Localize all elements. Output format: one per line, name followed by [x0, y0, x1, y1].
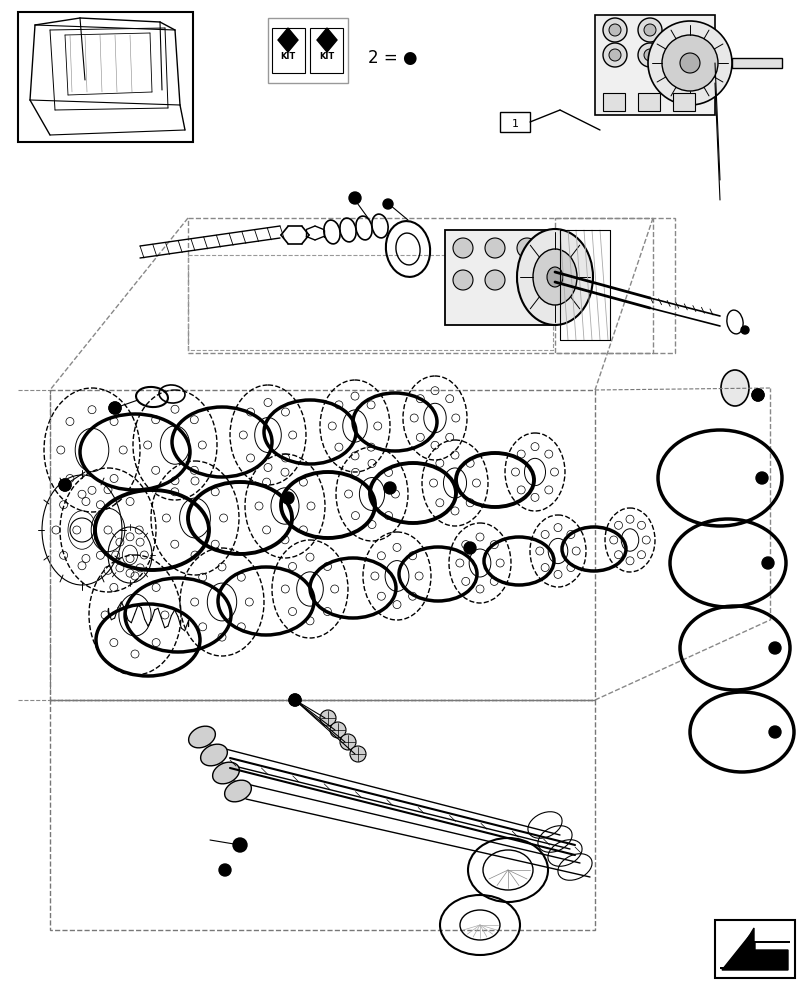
Bar	[18, 12, 193, 142]
Polygon shape	[316, 28, 337, 52]
Circle shape	[740, 326, 748, 334]
Circle shape	[637, 43, 661, 67]
Circle shape	[484, 238, 504, 258]
Bar	[272, 28, 305, 73]
Circle shape	[453, 238, 473, 258]
Bar	[731, 58, 781, 68]
Circle shape	[349, 192, 361, 204]
Ellipse shape	[547, 267, 562, 287]
Circle shape	[603, 18, 626, 42]
Circle shape	[751, 389, 763, 401]
Text: KIT: KIT	[319, 52, 334, 61]
Bar	[594, 15, 714, 115]
Circle shape	[517, 270, 536, 290]
Circle shape	[761, 557, 773, 569]
Ellipse shape	[212, 762, 239, 784]
Bar	[268, 18, 348, 83]
Circle shape	[281, 492, 294, 504]
Circle shape	[383, 199, 393, 209]
Ellipse shape	[532, 249, 577, 305]
Bar	[714, 920, 794, 978]
Circle shape	[350, 193, 359, 203]
Circle shape	[289, 694, 301, 706]
Circle shape	[603, 43, 626, 67]
Bar	[554, 218, 674, 353]
Circle shape	[608, 24, 620, 36]
Text: KIT: KIT	[280, 52, 295, 61]
Bar	[444, 230, 554, 325]
Text: 2 = ●: 2 = ●	[367, 49, 417, 67]
Ellipse shape	[517, 229, 592, 325]
Circle shape	[755, 472, 767, 484]
Circle shape	[234, 839, 246, 851]
Text: 1: 1	[511, 119, 518, 129]
Ellipse shape	[200, 744, 227, 766]
Circle shape	[233, 838, 247, 852]
Bar	[50, 700, 594, 930]
Circle shape	[679, 53, 699, 73]
Circle shape	[768, 642, 780, 654]
Circle shape	[517, 238, 536, 258]
Circle shape	[340, 734, 355, 750]
Circle shape	[384, 482, 396, 494]
Circle shape	[59, 479, 71, 491]
Bar	[50, 390, 594, 700]
Bar	[637, 93, 659, 111]
Bar	[500, 112, 530, 132]
Circle shape	[637, 18, 661, 42]
Circle shape	[484, 270, 504, 290]
Circle shape	[463, 542, 475, 554]
Circle shape	[219, 864, 230, 876]
Bar	[188, 218, 652, 353]
Polygon shape	[277, 28, 298, 52]
Circle shape	[453, 270, 473, 290]
Polygon shape	[719, 928, 789, 968]
Circle shape	[643, 49, 655, 61]
Bar	[603, 93, 624, 111]
Circle shape	[647, 21, 731, 105]
Circle shape	[109, 402, 121, 414]
Circle shape	[661, 35, 717, 91]
Bar	[310, 28, 342, 73]
Circle shape	[350, 746, 366, 762]
Ellipse shape	[720, 370, 748, 406]
Circle shape	[329, 722, 345, 738]
Circle shape	[289, 694, 301, 706]
Bar	[188, 255, 552, 350]
Polygon shape	[721, 935, 787, 970]
Ellipse shape	[225, 780, 251, 802]
Circle shape	[608, 49, 620, 61]
Ellipse shape	[188, 726, 215, 748]
Circle shape	[768, 726, 780, 738]
Bar	[672, 93, 694, 111]
Circle shape	[320, 710, 336, 726]
Circle shape	[109, 402, 121, 414]
Circle shape	[751, 389, 763, 401]
Circle shape	[643, 24, 655, 36]
Circle shape	[59, 479, 71, 491]
